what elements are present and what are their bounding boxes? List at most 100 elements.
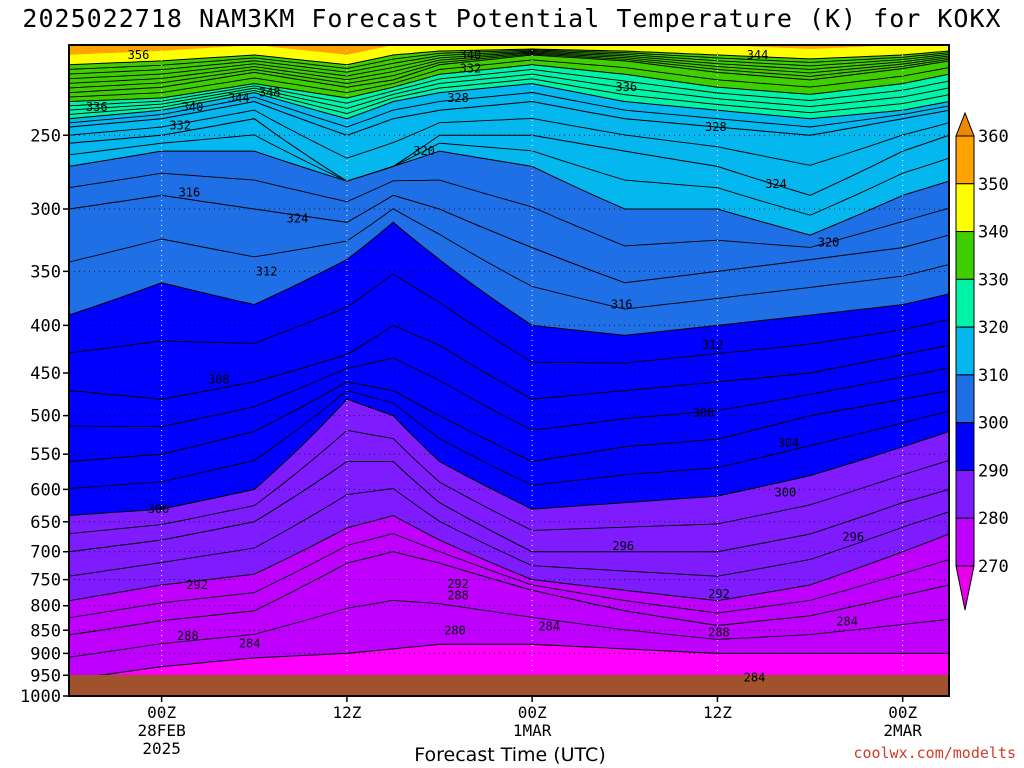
isentrope-line [69,324,949,400]
colorbar-label: 280 [978,509,1009,529]
contour-label: 284 [836,615,858,629]
y-tick-label: 600 [30,480,61,500]
y-tick-label: 700 [30,543,61,563]
contour-label: 328 [705,120,727,134]
isentrope-line [69,100,949,136]
isentrope-line [69,51,949,80]
contour-label: 320 [413,144,435,158]
colorbar-segment [955,326,975,376]
colorbar-label: 330 [978,270,1009,290]
colorbar-segment [955,278,975,328]
grid-layer [69,45,949,696]
isentrope-line [69,73,949,111]
isentrope-line [69,53,949,89]
x-tick-label: 12Z [703,703,732,722]
color-fill-layer [69,45,949,696]
colorbar-extend-low [955,565,975,611]
x-tick-label: 12Z [332,703,361,722]
terrain-bar [69,675,949,696]
y-tick-label: 800 [30,597,61,617]
y-tick-label: 900 [30,644,61,664]
isentrope-line [69,68,949,107]
isentrope-line [69,83,949,120]
contour-label: 332 [460,62,482,76]
colorbar-label: 290 [978,461,1009,481]
isentrope-layer [69,48,949,680]
colorbar-segment [955,517,975,567]
fill-band [69,45,949,65]
isentrope-line [69,429,949,535]
contour-label: 340 [182,100,204,114]
isentrope-line [69,50,949,75]
contour-label: 316 [179,185,201,199]
isentrope-line [69,488,949,577]
y-tick-label: 250 [30,126,61,146]
contour-label: 336 [86,100,108,114]
isentrope-line [69,54,949,94]
isentrope-line [69,533,949,619]
isentrope-line [69,78,949,115]
y-tick-label: 650 [30,513,61,533]
contour-label: 280 [444,623,466,637]
y-tick-label: 400 [30,316,61,336]
contour-label: 292 [708,587,730,601]
contour-label: 308 [208,372,230,386]
contour-label: 324 [287,211,309,225]
isentrope-line [69,208,949,310]
x-tick-label: 1MAR [513,721,552,740]
colorbar-segment [955,374,975,424]
isentrope-line [69,398,949,516]
x-tick-label: 2MAR [883,721,922,740]
y-axis: 250 300 350 400 450 500 550 600 650 700 750 800 850 9… [20,126,69,707]
colorbar-extend-high [955,111,975,137]
isentrope-line [69,551,949,636]
x-tick-label: 00Z [888,703,917,722]
x-axis-label: Forecast Time (UTC) [414,744,606,766]
y-tick-label: 550 [30,445,61,465]
contour-label: 300 [775,486,797,500]
contour-label: 288 [708,626,730,640]
contour-label: 340 [460,48,482,62]
contour-label: 324 [765,177,787,191]
contour-label: 356 [128,48,150,62]
isentrope-line [69,52,949,84]
contour-label: 296 [842,530,864,544]
colorbar-segment [955,231,975,280]
contour-label: 344 [747,48,769,62]
isentrope-line [69,48,949,66]
contour-label: 304 [778,436,800,450]
isentrope-line [69,59,949,98]
colorbar-segment [955,469,975,519]
isentrope-line [69,194,949,284]
isentrope-line [69,357,949,431]
colorbar-label: 360 [978,127,1009,147]
colorbar: 270 280 290 300 310 320 330 340 350 360 [955,111,1009,611]
contour-label: 292 [186,578,208,592]
contour-label: 308 [693,406,715,420]
y-tick-label: 300 [30,200,61,220]
plot-frame [68,44,950,697]
isentrope-line [69,64,949,102]
isentrope-line [69,109,949,166]
colorbar-label: 300 [978,414,1009,434]
contour-label: 284 [239,636,261,650]
colorbar-label: 340 [978,223,1009,243]
isentrope-line [69,514,949,602]
y-tick-label: 850 [30,621,61,641]
colorbar-label: 270 [978,557,1009,577]
contour-label: 320 [818,236,840,250]
isentrope-line [69,599,949,658]
contour-label: 336 [615,80,637,94]
isentrope-line [69,92,949,128]
y-tick-label: 500 [30,407,61,427]
colorbar-label: 350 [978,175,1009,195]
y-tick-label: 450 [30,364,61,384]
contour-label: 312 [702,338,724,352]
isentrope-line [69,381,949,463]
isentrope-line [69,150,949,236]
colorbar-segment [955,422,975,471]
isentrope-line [69,49,949,70]
